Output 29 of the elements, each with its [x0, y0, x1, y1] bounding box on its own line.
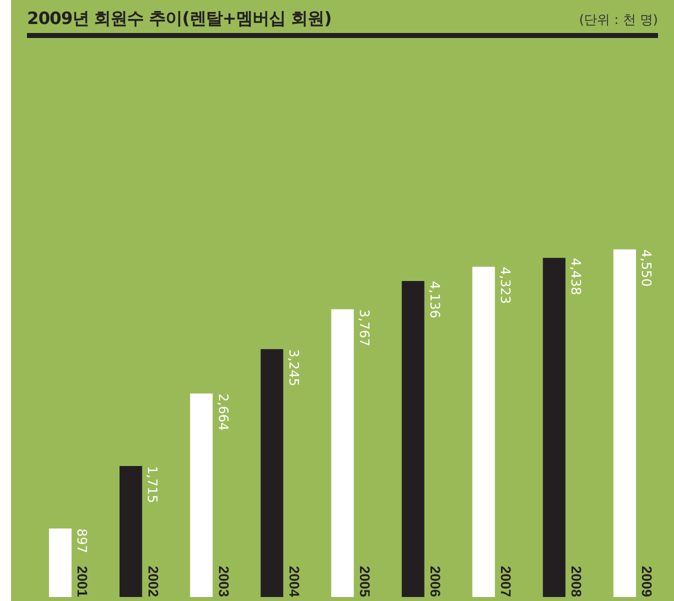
x-tick-label: 2008 — [568, 566, 585, 598]
text: (단위 : 천 명) — [579, 12, 658, 29]
data-label: 897 — [74, 528, 89, 554]
bar — [402, 281, 424, 597]
data-label: 2,664 — [214, 393, 230, 431]
chart-title: 2009년 회원수 추이(렌탈+멤버십 회원) — [27, 8, 332, 30]
data-label: 4,136 — [426, 281, 442, 318]
bar — [48, 528, 72, 597]
x-tick-label: 2003 — [216, 566, 232, 598]
bar — [120, 466, 142, 597]
x-tick-label: 2002 — [145, 566, 162, 598]
bar — [542, 258, 566, 597]
data-label: 4,550 — [638, 249, 654, 287]
bar — [331, 309, 354, 597]
bar — [260, 349, 284, 597]
x-tick-label: 2004 — [286, 566, 302, 598]
bar — [613, 249, 636, 597]
x-tick-label: 2005 — [356, 566, 373, 598]
data-label: 4,438 — [568, 258, 583, 296]
x-tick-label: 2001 — [74, 566, 91, 598]
data-label: 4,323 — [497, 266, 512, 304]
data-label: 3,767 — [356, 309, 371, 346]
x-tick-label: 2009 — [639, 566, 656, 598]
x-tick-label: 2007 — [498, 566, 514, 598]
bar — [190, 393, 213, 597]
bar — [472, 266, 495, 597]
data-label: 1,715 — [144, 466, 160, 504]
x-tick-label: 2006 — [427, 566, 444, 598]
data-label: 3,245 — [285, 349, 300, 386]
